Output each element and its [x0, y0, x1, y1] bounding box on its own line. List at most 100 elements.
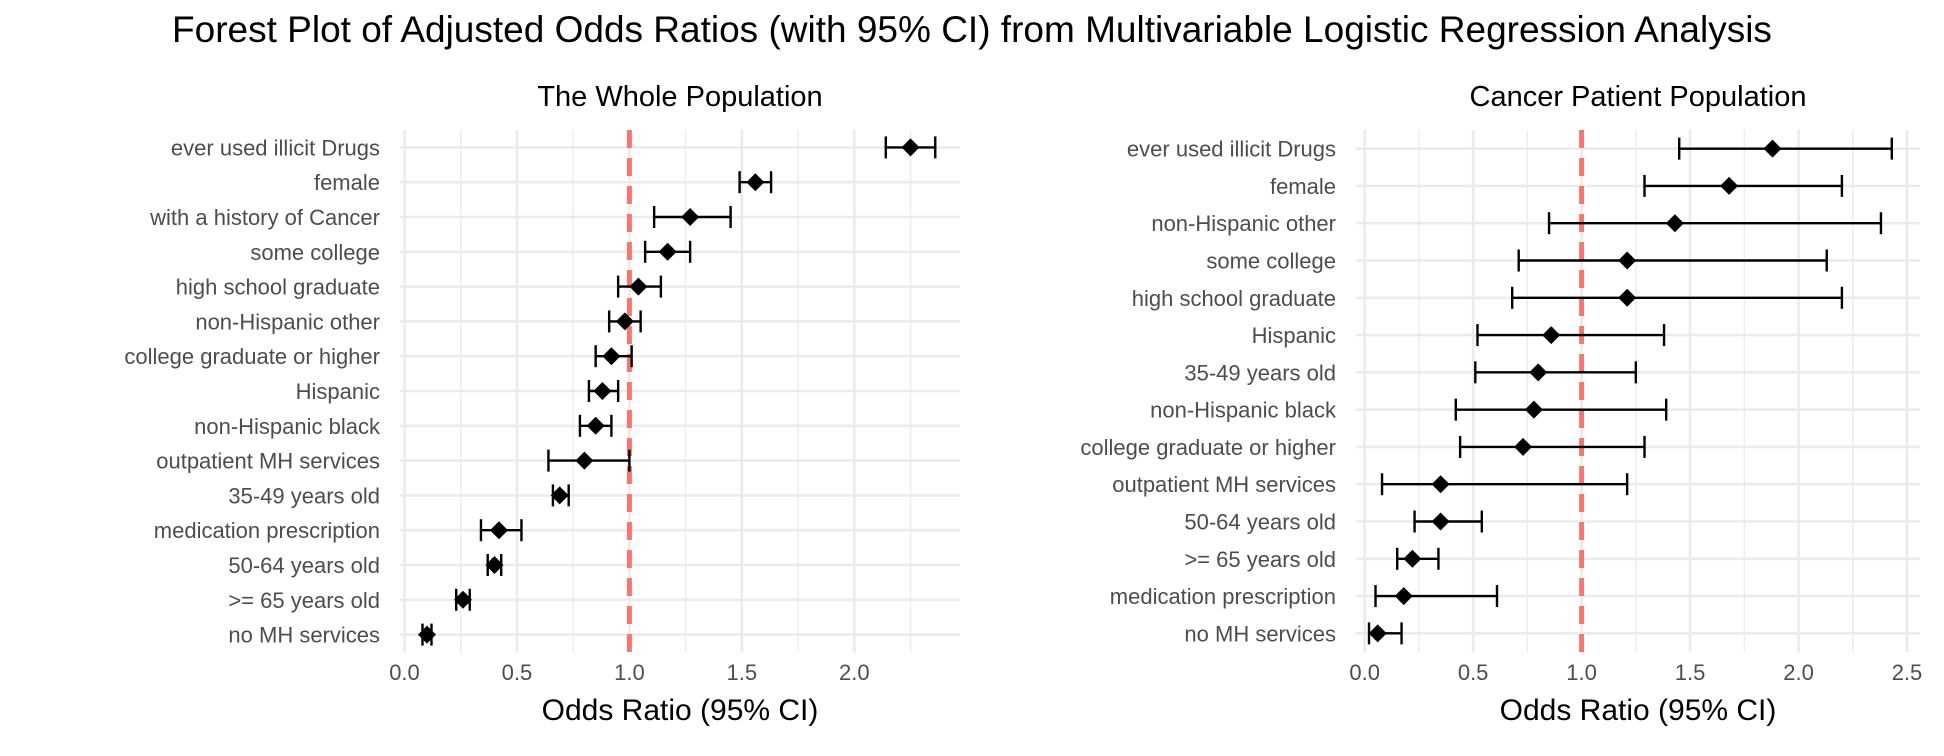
estimate-row	[1367, 622, 1403, 645]
estimate-row	[1517, 249, 1828, 272]
estimate-row	[1458, 435, 1646, 458]
odds-ratio-point	[1524, 400, 1543, 419]
estimate-row	[417, 623, 436, 646]
odds-ratio-point	[1394, 587, 1413, 606]
estimate-row	[485, 554, 504, 576]
category-label: ever used illicit Drugs	[171, 135, 380, 160]
category-label: college graduate or higher	[124, 344, 380, 369]
category-label: >= 65 years old	[228, 588, 380, 613]
odds-ratio-point	[1763, 139, 1782, 158]
estimate-row	[578, 414, 613, 437]
odds-ratio-point	[586, 416, 605, 435]
odds-ratio-point	[1665, 214, 1684, 233]
odds-ratio-point	[1431, 512, 1450, 531]
odds-ratio-point	[593, 382, 612, 400]
category-label: non-Hispanic other	[195, 309, 380, 334]
odds-ratio-point	[1403, 549, 1422, 568]
category-label: outpatient MH services	[1112, 472, 1336, 497]
x-axis-title: Odds Ratio (95% CI)	[1500, 694, 1777, 727]
estimate-row	[616, 275, 663, 298]
category-label: some college	[250, 240, 380, 265]
estimate-row	[1413, 510, 1484, 533]
odds-ratio-point	[1618, 288, 1637, 307]
category-label: outpatient MH services	[156, 449, 380, 474]
category-label: high school graduate	[1132, 286, 1336, 311]
estimate-row	[1476, 324, 1666, 347]
odds-ratio-point	[629, 277, 648, 296]
estimate-row	[453, 588, 472, 611]
estimate-row	[884, 136, 937, 159]
category-label: female	[1270, 174, 1336, 199]
estimate-row	[643, 240, 692, 263]
category-label: non-Hispanic other	[1151, 211, 1336, 236]
category-label: 35-49 years old	[1184, 360, 1336, 385]
x-tick-label: 2.5	[1892, 660, 1923, 685]
estimate-row	[738, 171, 773, 194]
x-tick-label: 0.0	[1349, 660, 1380, 685]
category-label: 50-64 years old	[1184, 510, 1336, 535]
x-tick-label: 0.5	[1458, 660, 1489, 685]
estimate-row	[1510, 286, 1844, 309]
estimate-row	[547, 449, 631, 472]
panel-whole-population: The Whole Population 0.0 0.5 1.0 1.5 2.0 Odds …	[124, 81, 960, 727]
x-tick-label: 1.5	[727, 660, 758, 685]
category-label: no MH services	[228, 623, 380, 648]
x-tick-label: 1.0	[614, 660, 645, 685]
odds-ratio-point	[485, 556, 504, 574]
x-tick-label: 1.5	[1675, 660, 1706, 685]
estimate-row	[1380, 473, 1629, 496]
panel-title: Cancer Patient Population	[1470, 81, 1807, 113]
odds-ratio-point	[550, 486, 569, 505]
category-label: some college	[1206, 249, 1336, 274]
estimate-row	[594, 345, 633, 368]
x-tick-label: 0.0	[389, 660, 420, 685]
panel-cancer-patient-population: Cancer Patient Population 0.0 0.5 1.0 1.5 2.0…	[1080, 81, 1922, 727]
odds-ratio-point	[615, 312, 634, 331]
estimate-row	[1396, 547, 1440, 570]
category-label: 50-64 years old	[228, 553, 380, 578]
x-tick-label: 0.5	[502, 660, 533, 685]
odds-ratio-point	[746, 173, 765, 192]
category-label: high school graduate	[176, 275, 380, 300]
category-label: female	[314, 170, 380, 195]
category-label: medication prescription	[1110, 584, 1336, 609]
estimate-row	[550, 484, 570, 507]
estimate-row	[1678, 137, 1894, 160]
estimate-row	[587, 380, 620, 402]
odds-ratio-point	[1431, 475, 1450, 494]
odds-ratio-point	[1618, 251, 1637, 270]
odds-ratio-point	[1720, 176, 1739, 195]
x-tick-label: 2.0	[839, 660, 870, 685]
odds-ratio-point	[1529, 363, 1548, 382]
odds-ratio-point	[658, 242, 677, 261]
odds-ratio-point	[453, 590, 472, 609]
odds-ratio-point	[1542, 326, 1561, 345]
odds-ratio-point	[417, 625, 436, 644]
x-tick-label: 2.0	[1783, 660, 1814, 685]
estimate-row	[1474, 361, 1638, 384]
category-label: 35-49 years old	[228, 483, 380, 508]
odds-ratio-point	[602, 347, 621, 366]
category-label: >= 65 years old	[1184, 547, 1336, 572]
odds-ratio-point	[1368, 624, 1387, 643]
panel-title: The Whole Population	[537, 81, 822, 113]
estimate-row	[1454, 398, 1668, 421]
category-label: ever used illicit Drugs	[1127, 137, 1336, 162]
estimate-row	[607, 310, 642, 333]
odds-ratio-point	[575, 451, 594, 470]
odds-ratio-point	[681, 208, 700, 226]
category-label: non-Hispanic black	[1150, 398, 1337, 423]
category-label: Hispanic	[296, 379, 380, 404]
category-label: with a history of Cancer	[149, 205, 380, 230]
category-label: Hispanic	[1252, 323, 1336, 348]
category-label: no MH services	[1184, 621, 1336, 646]
estimate-row	[1547, 212, 1883, 235]
estimate-row	[652, 206, 732, 228]
odds-ratio-point	[901, 138, 920, 157]
category-label: medication prescription	[154, 518, 380, 543]
odds-ratio-point	[1514, 437, 1533, 456]
estimate-row	[1643, 174, 1844, 197]
x-axis-title: Odds Ratio (95% CI)	[542, 694, 819, 727]
